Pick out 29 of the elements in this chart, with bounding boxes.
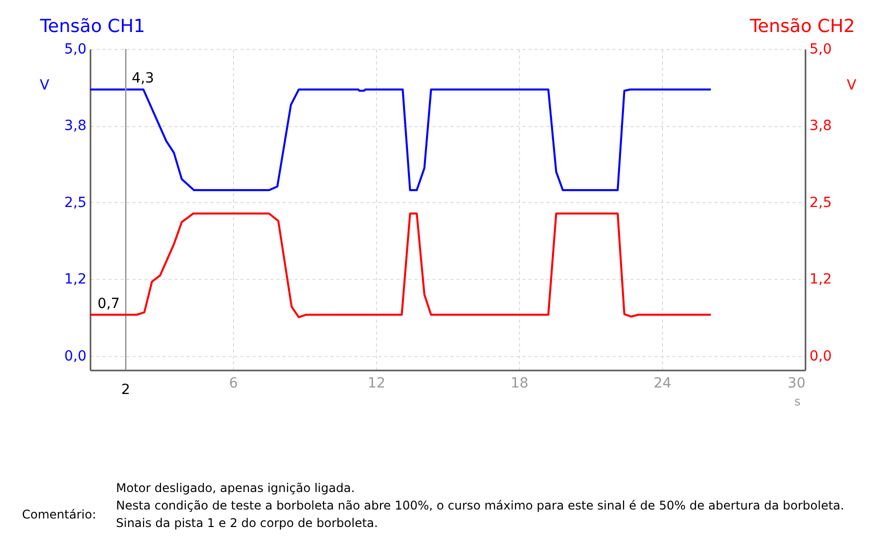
x-tick-label: 6 [229,376,238,392]
y-axis-title: V [40,78,50,94]
y-tick-label: 2,5 [64,194,86,211]
y2-tick-label: 5,0 [810,42,832,58]
x-axis-title: s [794,394,801,408]
y2-tick-label: 2,5 [810,194,832,211]
text: Motor desligado, apenas ignição ligada. [116,481,355,495]
x-tick-label: 24 [654,376,672,392]
y-tick-label: 3,8 [64,118,86,134]
text: Tensão CH1 [39,16,146,37]
y2-axis-title: V [846,78,857,94]
text: Tensão CH2 [748,16,855,37]
y-tick-label: 1,2 [64,272,86,288]
y-tick-label: 5,0 [64,42,86,58]
y-tick-label: 0,0 [64,348,86,364]
line-series [89,88,712,192]
y2-tick-label: 3,8 [810,118,832,134]
y2-tick-label: 1,2 [810,272,832,288]
annotation: 4,3 [132,70,154,87]
y2-tick-label: 0,0 [810,348,832,364]
x-tick-label: 30 [788,376,806,392]
text: Comentário: [22,508,96,522]
line-series [89,212,712,318]
text: Sinais da pista 1 e 2 do corpo de borboleta. [116,516,378,530]
annotation: 0,7 [97,296,120,312]
text: Nesta condição de teste a borboleta não abre 100%, o curso máximo para este sinal é de 50% de abertura da borboleta. [116,498,844,512]
x-tick-label: 18 [510,376,528,392]
ref-line-label: 2 [121,382,130,398]
x-tick-label: 12 [368,376,386,392]
